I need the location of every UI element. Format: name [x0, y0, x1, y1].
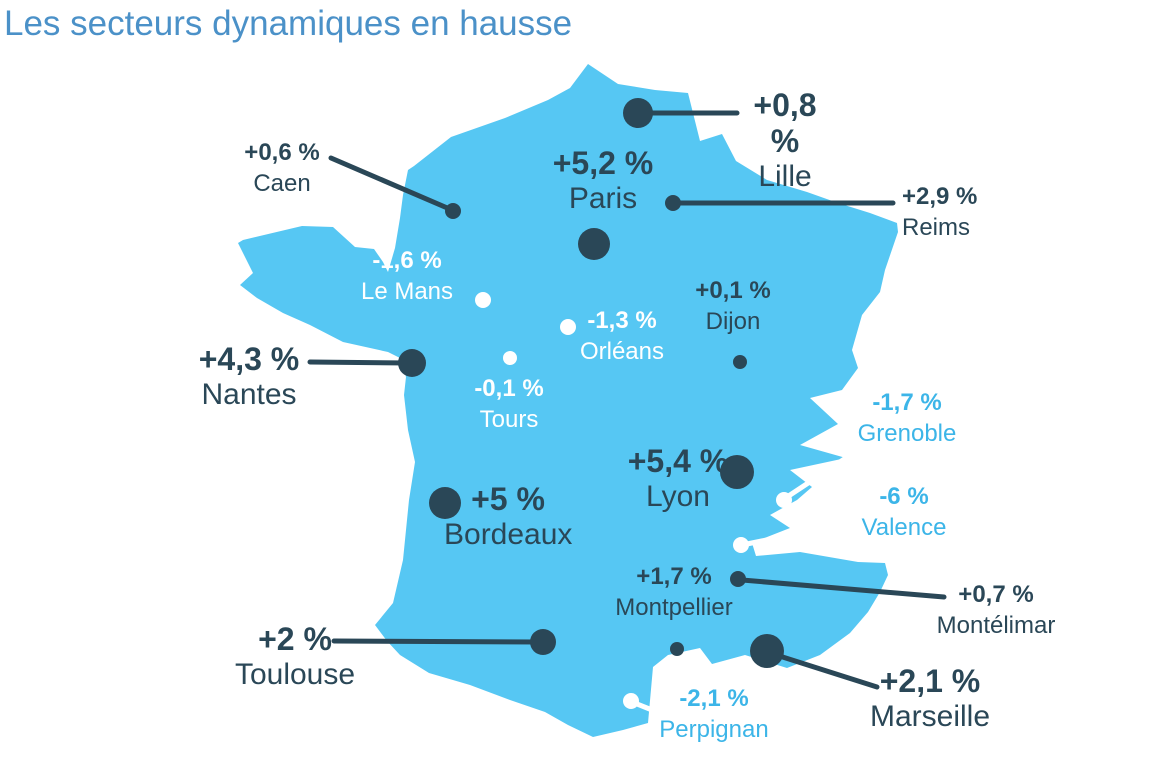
city-value: +1,7 %: [636, 563, 712, 590]
city-name: Montpellier: [615, 593, 733, 621]
city-value: +4,3 %: [198, 341, 300, 377]
city-dot-montpellier: [670, 642, 684, 656]
city-name: Caen: [253, 169, 311, 197]
city-label-orleans: -1,3 % Orléans: [566, 306, 678, 367]
connector-line-grenoble: [781, 449, 858, 502]
city-name: Valence: [861, 513, 947, 541]
city-dot-nantes: [398, 349, 426, 377]
city-label-toulouse: +2 % Toulouse: [232, 621, 358, 691]
city-value: -1,7 %: [872, 389, 942, 416]
city-label-montelimar: +0,7 % Montélimar: [928, 580, 1064, 641]
city-value: -1,3 %: [587, 307, 657, 334]
city-value: +0,1 %: [695, 277, 771, 304]
city-name: Nantes: [201, 377, 297, 411]
city-label-le-mans: -1,6 % Le Mans: [346, 246, 468, 307]
city-name: Le Mans: [360, 277, 454, 305]
city-name: Grenoble: [857, 419, 957, 447]
city-label-marseille: +2,1 % Marseille: [866, 663, 994, 733]
city-dot-bordeaux: [429, 487, 461, 519]
city-label-valence: -6 % Valence: [848, 482, 960, 543]
city-value: -1,6 %: [372, 247, 442, 274]
city-dot-lyon: [720, 455, 754, 489]
city-value: +0,6 %: [244, 139, 320, 166]
city-dot-dijon: [733, 355, 747, 369]
city-dot-caen: [445, 203, 461, 219]
connector-line-montelimar: [739, 577, 947, 600]
city-dot-reims: [665, 195, 681, 211]
city-label-grenoble: -1,7 % Grenoble: [846, 388, 968, 449]
connector-line-caen: [328, 155, 455, 213]
city-label-montpellier: +1,7 % Montpellier: [600, 562, 748, 623]
city-name: Lille: [758, 159, 812, 193]
city-name: Bordeaux: [444, 517, 573, 551]
city-value: +5,4 %: [627, 443, 729, 479]
page-title: Les secteurs dynamiques en hausse: [4, 4, 573, 43]
connector-line-valence: [739, 519, 858, 548]
city-value: +2 %: [258, 621, 332, 657]
city-label-lyon: +5,4 % Lyon: [616, 443, 740, 513]
city-dot-paris: [578, 228, 610, 260]
city-dot-orleans: [560, 319, 576, 335]
city-dot-marseille: [750, 634, 784, 668]
city-name: Montélimar: [936, 611, 1056, 639]
city-name: Lyon: [646, 479, 710, 513]
city-name: Orléans: [579, 337, 665, 365]
city-value: -6 %: [879, 483, 929, 510]
connector-line-nantes: [307, 359, 411, 366]
france-map-shape: [238, 64, 898, 737]
city-value: +2,9 %: [902, 183, 978, 210]
city-name: Dijon: [705, 307, 761, 335]
city-value: +5,2 %: [552, 145, 654, 181]
city-name: Perpignan: [659, 715, 769, 743]
city-label-bordeaux: +5 % Bordeaux: [444, 481, 573, 551]
city-name: Tours: [479, 405, 539, 433]
city-dot-perpignan: [623, 693, 639, 709]
city-value: +2,1 %: [879, 663, 981, 699]
city-name: Paris: [568, 181, 638, 215]
connector-line-toulouse: [331, 638, 541, 645]
city-dot-tours: [503, 351, 517, 365]
city-label-reims: +2,9 % Reims: [902, 182, 1022, 243]
city-label-perpignan: -2,1 % Perpignan: [652, 684, 776, 745]
city-dot-le-mans: [475, 292, 491, 308]
city-dot-toulouse: [530, 629, 556, 655]
city-value: +0,7 %: [958, 581, 1034, 608]
city-name: Marseille: [869, 699, 991, 733]
city-value: -2,1 %: [679, 685, 749, 712]
city-dot-valence: [733, 537, 749, 553]
city-label-tours: -0,1 % Tours: [454, 374, 564, 435]
city-dot-lille: [623, 98, 653, 128]
city-name: Reims: [902, 213, 971, 241]
city-label-caen: +0,6 % Caen: [230, 138, 334, 199]
city-dot-grenoble: [776, 492, 792, 508]
city-value: -0,1 %: [474, 375, 544, 402]
city-label-lille: +0,8 % Lille: [737, 87, 833, 193]
city-dot-montelimar: [730, 571, 746, 587]
city-value: +0,8 %: [753, 87, 817, 159]
city-value: +5 %: [471, 481, 545, 517]
connector-line-marseille: [767, 650, 880, 690]
city-label-dijon: +0,1 % Dijon: [678, 276, 788, 337]
city-label-nantes: +4,3 % Nantes: [186, 341, 312, 411]
city-name: Toulouse: [234, 657, 356, 691]
city-label-paris: +5,2 % Paris: [540, 145, 666, 215]
